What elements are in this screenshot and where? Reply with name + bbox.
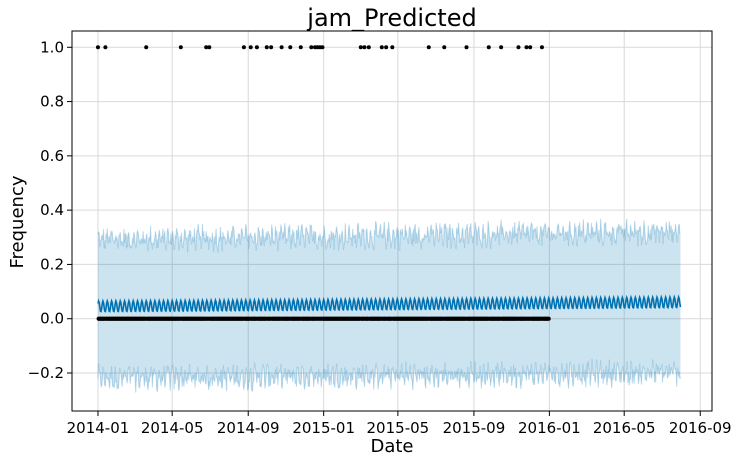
observed-point (426, 45, 431, 50)
x-tick-label: 2016-01 (518, 419, 581, 437)
x-tick-label: 2014-05 (141, 419, 204, 437)
chart-title: jam_Predicted (306, 4, 476, 32)
observed-point (320, 45, 325, 50)
x-tick-label: 2016-09 (669, 419, 732, 437)
y-tick-label: 0.6 (40, 147, 64, 165)
y-tick-label: −0.2 (28, 364, 64, 382)
plot-frame (71, 30, 713, 412)
observed-point (95, 45, 100, 50)
observed-point (516, 45, 521, 50)
observed-point (178, 45, 183, 50)
observed-point (528, 45, 533, 50)
observed-point (358, 45, 363, 50)
observed-point (379, 45, 384, 50)
y-tick-label: 0.0 (40, 310, 64, 328)
observed-point (269, 45, 274, 50)
y-tick-label: 1.0 (40, 38, 64, 56)
y-tick-label: 0.8 (40, 93, 64, 111)
uncertainty-lower-edge (97, 358, 681, 393)
observed-points (95, 45, 551, 321)
observed-point (279, 45, 284, 50)
observed-point (499, 45, 504, 50)
x-tick-label: 2015-01 (292, 419, 355, 437)
observed-point (546, 316, 551, 321)
x-tick-label: 2014-01 (67, 419, 130, 437)
observed-point (144, 45, 149, 50)
observed-point (103, 45, 108, 50)
y-axis-label: Frequency (7, 175, 28, 268)
forecast-line (97, 294, 682, 313)
y-axis-ticks: −0.2 0.0 0.2 0.4 0.6 0.8 1.0 (28, 38, 72, 382)
observed-point (539, 45, 544, 50)
uncertainty-upper-edge (97, 218, 681, 253)
observed-point (464, 45, 469, 50)
observed-point (241, 45, 246, 50)
observed-point (384, 45, 389, 50)
y-tick-label: 0.4 (40, 201, 64, 219)
forecast-series-line (97, 294, 682, 313)
y-tick-label: 0.2 (40, 255, 64, 273)
observed-point (204, 45, 209, 50)
x-tick-label: 2015-05 (367, 419, 430, 437)
observed-point (524, 45, 529, 50)
observed-point (442, 45, 447, 50)
x-tick-label: 2014-09 (217, 419, 280, 437)
x-tick-label: 2015-09 (443, 419, 506, 437)
observed-point (309, 45, 314, 50)
observed-point (390, 45, 395, 50)
observed-point (362, 45, 367, 50)
observed-point (264, 45, 269, 50)
observed-point (366, 45, 371, 50)
observed-point (288, 45, 293, 50)
observed-point (254, 45, 259, 50)
x-tick-label: 2016-05 (593, 419, 656, 437)
observed-point (298, 45, 303, 50)
observed-point (486, 45, 491, 50)
x-axis-label: Date (370, 436, 413, 457)
x-axis-ticks: 2014-01 2014-05 2014-09 2015-01 2015-05 2015-… (67, 411, 732, 437)
observed-point (248, 45, 253, 50)
observed-point (207, 45, 212, 50)
